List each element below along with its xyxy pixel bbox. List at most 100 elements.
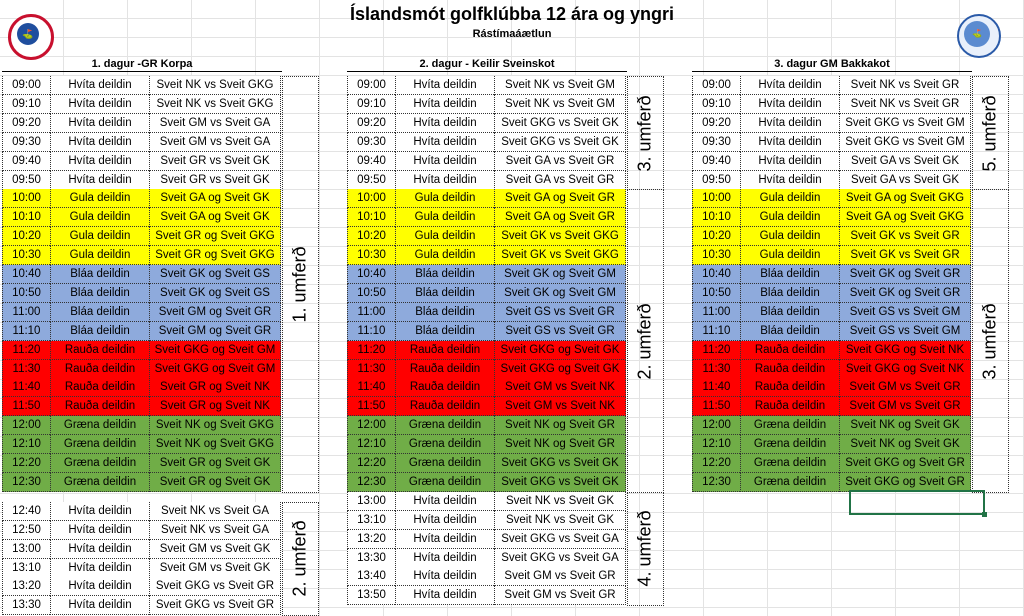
match-cell[interactable]: Sveit GR og Sveit NK	[149, 397, 281, 417]
match-cell[interactable]: Sveit GR og Sveit GKG	[149, 246, 281, 266]
match-cell[interactable]: Sveit GKG vs Sveit GM	[839, 113, 971, 133]
division-cell[interactable]: Hvíta deildin	[395, 132, 494, 152]
match-cell[interactable]: Sveit GKG vs Sveit GA	[494, 548, 626, 568]
division-cell[interactable]: Bláa deildin	[395, 265, 494, 284]
match-cell[interactable]: Sveit GM vs Sveit GR	[839, 397, 971, 417]
time-cell[interactable]: 11:10	[347, 321, 395, 341]
division-cell[interactable]: Rauða deildin	[50, 378, 149, 398]
match-cell[interactable]: Sveit GR og Sveit GK	[149, 472, 281, 492]
time-cell[interactable]: 09:20	[2, 113, 50, 133]
time-cell[interactable]: 11:50	[347, 397, 395, 417]
match-cell[interactable]: Sveit NK og Sveit GK	[839, 435, 971, 455]
division-cell[interactable]: Bláa deildin	[395, 302, 494, 322]
time-cell[interactable]: 09:30	[347, 132, 395, 152]
time-cell[interactable]: 11:00	[2, 302, 50, 322]
match-cell[interactable]: Sveit NK vs Sveit GR	[839, 76, 971, 95]
match-cell[interactable]: Sveit NK vs Sveit GA	[149, 520, 281, 540]
division-cell[interactable]: Rauða deildin	[395, 359, 494, 379]
division-cell[interactable]: Hvíta deildin	[395, 151, 494, 171]
time-cell[interactable]: 10:10	[692, 208, 740, 228]
time-cell[interactable]: 13:10	[347, 510, 395, 530]
match-cell[interactable]: Sveit GR vs Sveit GK	[149, 151, 281, 171]
division-cell[interactable]: Rauða deildin	[740, 340, 839, 360]
division-cell[interactable]: Hvíta deildin	[395, 170, 494, 190]
match-cell[interactable]: Sveit NK og Sveit GK	[839, 416, 971, 436]
division-cell[interactable]: Hvíta deildin	[50, 577, 149, 597]
match-cell[interactable]: Sveit GA og Sveit GR	[494, 208, 626, 228]
division-cell[interactable]: Hvíta deildin	[50, 558, 149, 578]
division-cell[interactable]: Bláa deildin	[740, 265, 839, 284]
time-cell[interactable]: 10:30	[692, 246, 740, 266]
match-cell[interactable]: Sveit NK vs Sveit GK	[494, 510, 626, 530]
division-cell[interactable]: Hvíta deildin	[740, 132, 839, 152]
time-cell[interactable]: 09:00	[2, 76, 50, 95]
match-cell[interactable]: Sveit GR vs Sveit GK	[149, 170, 281, 190]
time-cell[interactable]: 10:50	[347, 283, 395, 303]
time-cell[interactable]: 13:10	[2, 558, 50, 578]
time-cell[interactable]: 11:00	[347, 302, 395, 322]
match-cell[interactable]: Sveit GM vs Sveit NK	[494, 378, 626, 398]
match-cell[interactable]: Sveit GK vs Sveit GKG	[494, 246, 626, 266]
division-cell[interactable]: Gula deildin	[395, 246, 494, 266]
time-cell[interactable]: 11:10	[692, 321, 740, 341]
division-cell[interactable]: Hvíta deildin	[740, 76, 839, 95]
division-cell[interactable]: Gula deildin	[740, 189, 839, 209]
time-cell[interactable]: 11:40	[347, 378, 395, 398]
time-cell[interactable]: 09:40	[692, 151, 740, 171]
time-cell[interactable]: 10:00	[347, 189, 395, 209]
time-cell[interactable]: 10:40	[347, 265, 395, 284]
division-cell[interactable]: Hvíta deildin	[50, 76, 149, 95]
match-cell[interactable]: Sveit GA vs Sveit GK	[839, 151, 971, 171]
match-cell[interactable]: Sveit NK og Sveit GKG	[149, 416, 281, 436]
match-cell[interactable]: Sveit GKG og Sveit GR	[839, 472, 971, 492]
match-cell[interactable]: Sveit GA og Sveit GKG	[839, 208, 971, 228]
time-cell[interactable]: 13:20	[347, 529, 395, 549]
division-cell[interactable]: Hvíta deildin	[395, 548, 494, 568]
round-label-cell[interactable]: 1. umferð	[282, 76, 319, 493]
division-cell[interactable]: Gula deildin	[740, 246, 839, 266]
division-cell[interactable]: Gula deildin	[395, 208, 494, 228]
division-cell[interactable]: Hvíta deildin	[50, 132, 149, 152]
time-cell[interactable]: 11:40	[2, 378, 50, 398]
match-cell[interactable]: Sveit GK vs Sveit GR	[839, 246, 971, 266]
match-cell[interactable]: Sveit GS vs Sveit GM	[839, 302, 971, 322]
time-cell[interactable]: 13:30	[2, 596, 50, 616]
match-cell[interactable]: Sveit GK og Sveit GS	[149, 283, 281, 303]
match-cell[interactable]: Sveit GK og Sveit GM	[494, 283, 626, 303]
match-cell[interactable]: Sveit GS vs Sveit GR	[494, 321, 626, 341]
time-cell[interactable]: 10:40	[692, 265, 740, 284]
time-cell[interactable]: 12:00	[2, 416, 50, 436]
time-cell[interactable]: 12:20	[2, 454, 50, 473]
match-cell[interactable]: Sveit GKG og Sveit NK	[839, 340, 971, 360]
time-cell[interactable]: 11:30	[692, 359, 740, 379]
match-cell[interactable]: Sveit NK vs Sveit GA	[149, 501, 281, 521]
match-cell[interactable]: Sveit GKG og Sveit GM	[149, 359, 281, 379]
division-cell[interactable]: Hvíta deildin	[395, 76, 494, 95]
division-cell[interactable]: Hvíta deildin	[395, 567, 494, 587]
division-cell[interactable]: Gula deildin	[395, 189, 494, 209]
time-cell[interactable]: 11:50	[692, 397, 740, 417]
match-cell[interactable]: Sveit GM vs Sveit GA	[149, 132, 281, 152]
division-cell[interactable]: Bláa deildin	[740, 283, 839, 303]
round-label-cell[interactable]: 2. umferð	[627, 189, 664, 493]
time-cell[interactable]: 12:50	[2, 520, 50, 540]
division-cell[interactable]: Rauða deildin	[740, 359, 839, 379]
division-cell[interactable]: Hvíta deildin	[50, 520, 149, 540]
division-cell[interactable]: Gula deildin	[740, 208, 839, 228]
time-cell[interactable]: 09:50	[692, 170, 740, 190]
division-cell[interactable]: Bláa deildin	[740, 302, 839, 322]
time-cell[interactable]: 12:20	[347, 454, 395, 473]
time-cell[interactable]: 10:10	[2, 208, 50, 228]
time-cell[interactable]: 09:10	[692, 94, 740, 114]
time-cell[interactable]: 11:30	[2, 359, 50, 379]
division-cell[interactable]: Græna deildin	[50, 454, 149, 473]
time-cell[interactable]: 09:40	[2, 151, 50, 171]
match-cell[interactable]: Sveit GS vs Sveit GR	[494, 302, 626, 322]
division-cell[interactable]: Bláa deildin	[395, 283, 494, 303]
time-cell[interactable]: 11:30	[347, 359, 395, 379]
division-cell[interactable]: Rauða deildin	[50, 340, 149, 360]
fill-handle[interactable]	[982, 512, 987, 517]
time-cell[interactable]: 09:00	[692, 76, 740, 95]
match-cell[interactable]: Sveit GM vs Sveit NK	[494, 397, 626, 417]
match-cell[interactable]: Sveit GKG vs Sveit GR	[149, 596, 281, 616]
